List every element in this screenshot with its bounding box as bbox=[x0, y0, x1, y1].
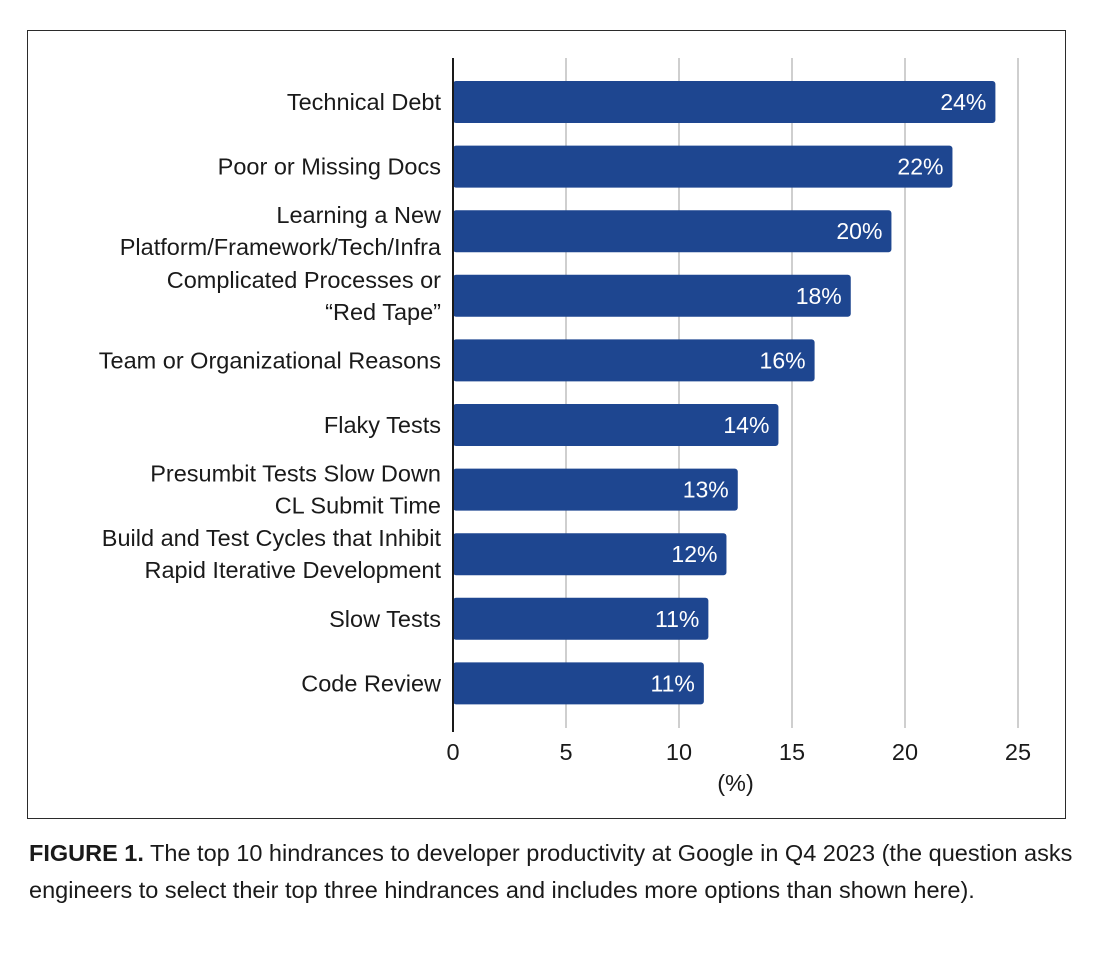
bar-value-label-5: 16% bbox=[760, 347, 806, 373]
x-tick-label-20: 20 bbox=[892, 739, 918, 765]
bar-3 bbox=[453, 210, 892, 253]
x-tick-label-0: 0 bbox=[446, 739, 459, 765]
hindrances-bar-chart: 24% Technical Debt 22% Poor or Missing Docs… bbox=[99, 58, 1031, 796]
x-tick-label-10: 10 bbox=[666, 739, 692, 765]
figure-frame bbox=[27, 30, 1066, 819]
category-label-7-line-1: Presumbit Tests Slow Down bbox=[150, 461, 441, 487]
category-label-6: Flaky Tests bbox=[324, 412, 441, 438]
x-tick-label-15: 15 bbox=[779, 739, 805, 765]
bar-value-label-6: 14% bbox=[723, 412, 769, 438]
category-label-10: Code Review bbox=[301, 670, 442, 696]
category-label-3-line-1: Learning a New bbox=[276, 202, 442, 228]
bar-value-label-3: 20% bbox=[836, 218, 882, 244]
category-label-5: Team or Organizational Reasons bbox=[99, 347, 441, 373]
bar-value-label-2: 22% bbox=[897, 154, 943, 180]
bar-8 bbox=[453, 533, 727, 576]
x-tick-label-5: 5 bbox=[559, 739, 572, 765]
category-label-4-line-1: Complicated Processes or bbox=[167, 267, 441, 293]
category-label-3-line-2: Platform/Framework/Tech/Infra bbox=[120, 234, 442, 260]
category-label-7-line-2: CL Submit Time bbox=[275, 493, 441, 519]
bar-4 bbox=[453, 274, 851, 317]
category-label-2: Poor or Missing Docs bbox=[218, 154, 441, 180]
bar-1 bbox=[453, 81, 996, 123]
x-tick-label-25: 25 bbox=[1005, 739, 1031, 765]
bar-2 bbox=[453, 145, 953, 188]
figure-caption-label: FIGURE 1. bbox=[29, 840, 144, 866]
bar-6 bbox=[453, 404, 779, 446]
category-label-8-line-2: Rapid Iterative Development bbox=[144, 557, 441, 583]
bar-value-label-10: 11% bbox=[651, 670, 695, 696]
x-axis-title: (%) bbox=[717, 770, 754, 796]
figure-caption: FIGURE 1. The top 10 hindrances to devel… bbox=[29, 835, 1074, 909]
bar-9 bbox=[453, 597, 709, 640]
figure-caption-text: The top 10 hindrances to developer produ… bbox=[29, 840, 1073, 903]
category-label-4-line-2: “Red Tape” bbox=[325, 299, 441, 325]
bar-value-label-9: 11% bbox=[655, 606, 699, 632]
bar-7 bbox=[453, 468, 738, 511]
category-label-1: Technical Debt bbox=[287, 89, 442, 115]
bar-value-label-8: 12% bbox=[671, 541, 717, 567]
category-label-9: Slow Tests bbox=[329, 606, 441, 632]
bar-5 bbox=[453, 339, 815, 382]
bar-value-label-7: 13% bbox=[683, 477, 729, 503]
bar-value-label-1: 24% bbox=[940, 89, 986, 115]
category-label-8-line-1: Build and Test Cycles that Inhibit bbox=[102, 525, 442, 551]
bar-10 bbox=[453, 662, 704, 705]
bar-value-label-4: 18% bbox=[796, 283, 842, 309]
